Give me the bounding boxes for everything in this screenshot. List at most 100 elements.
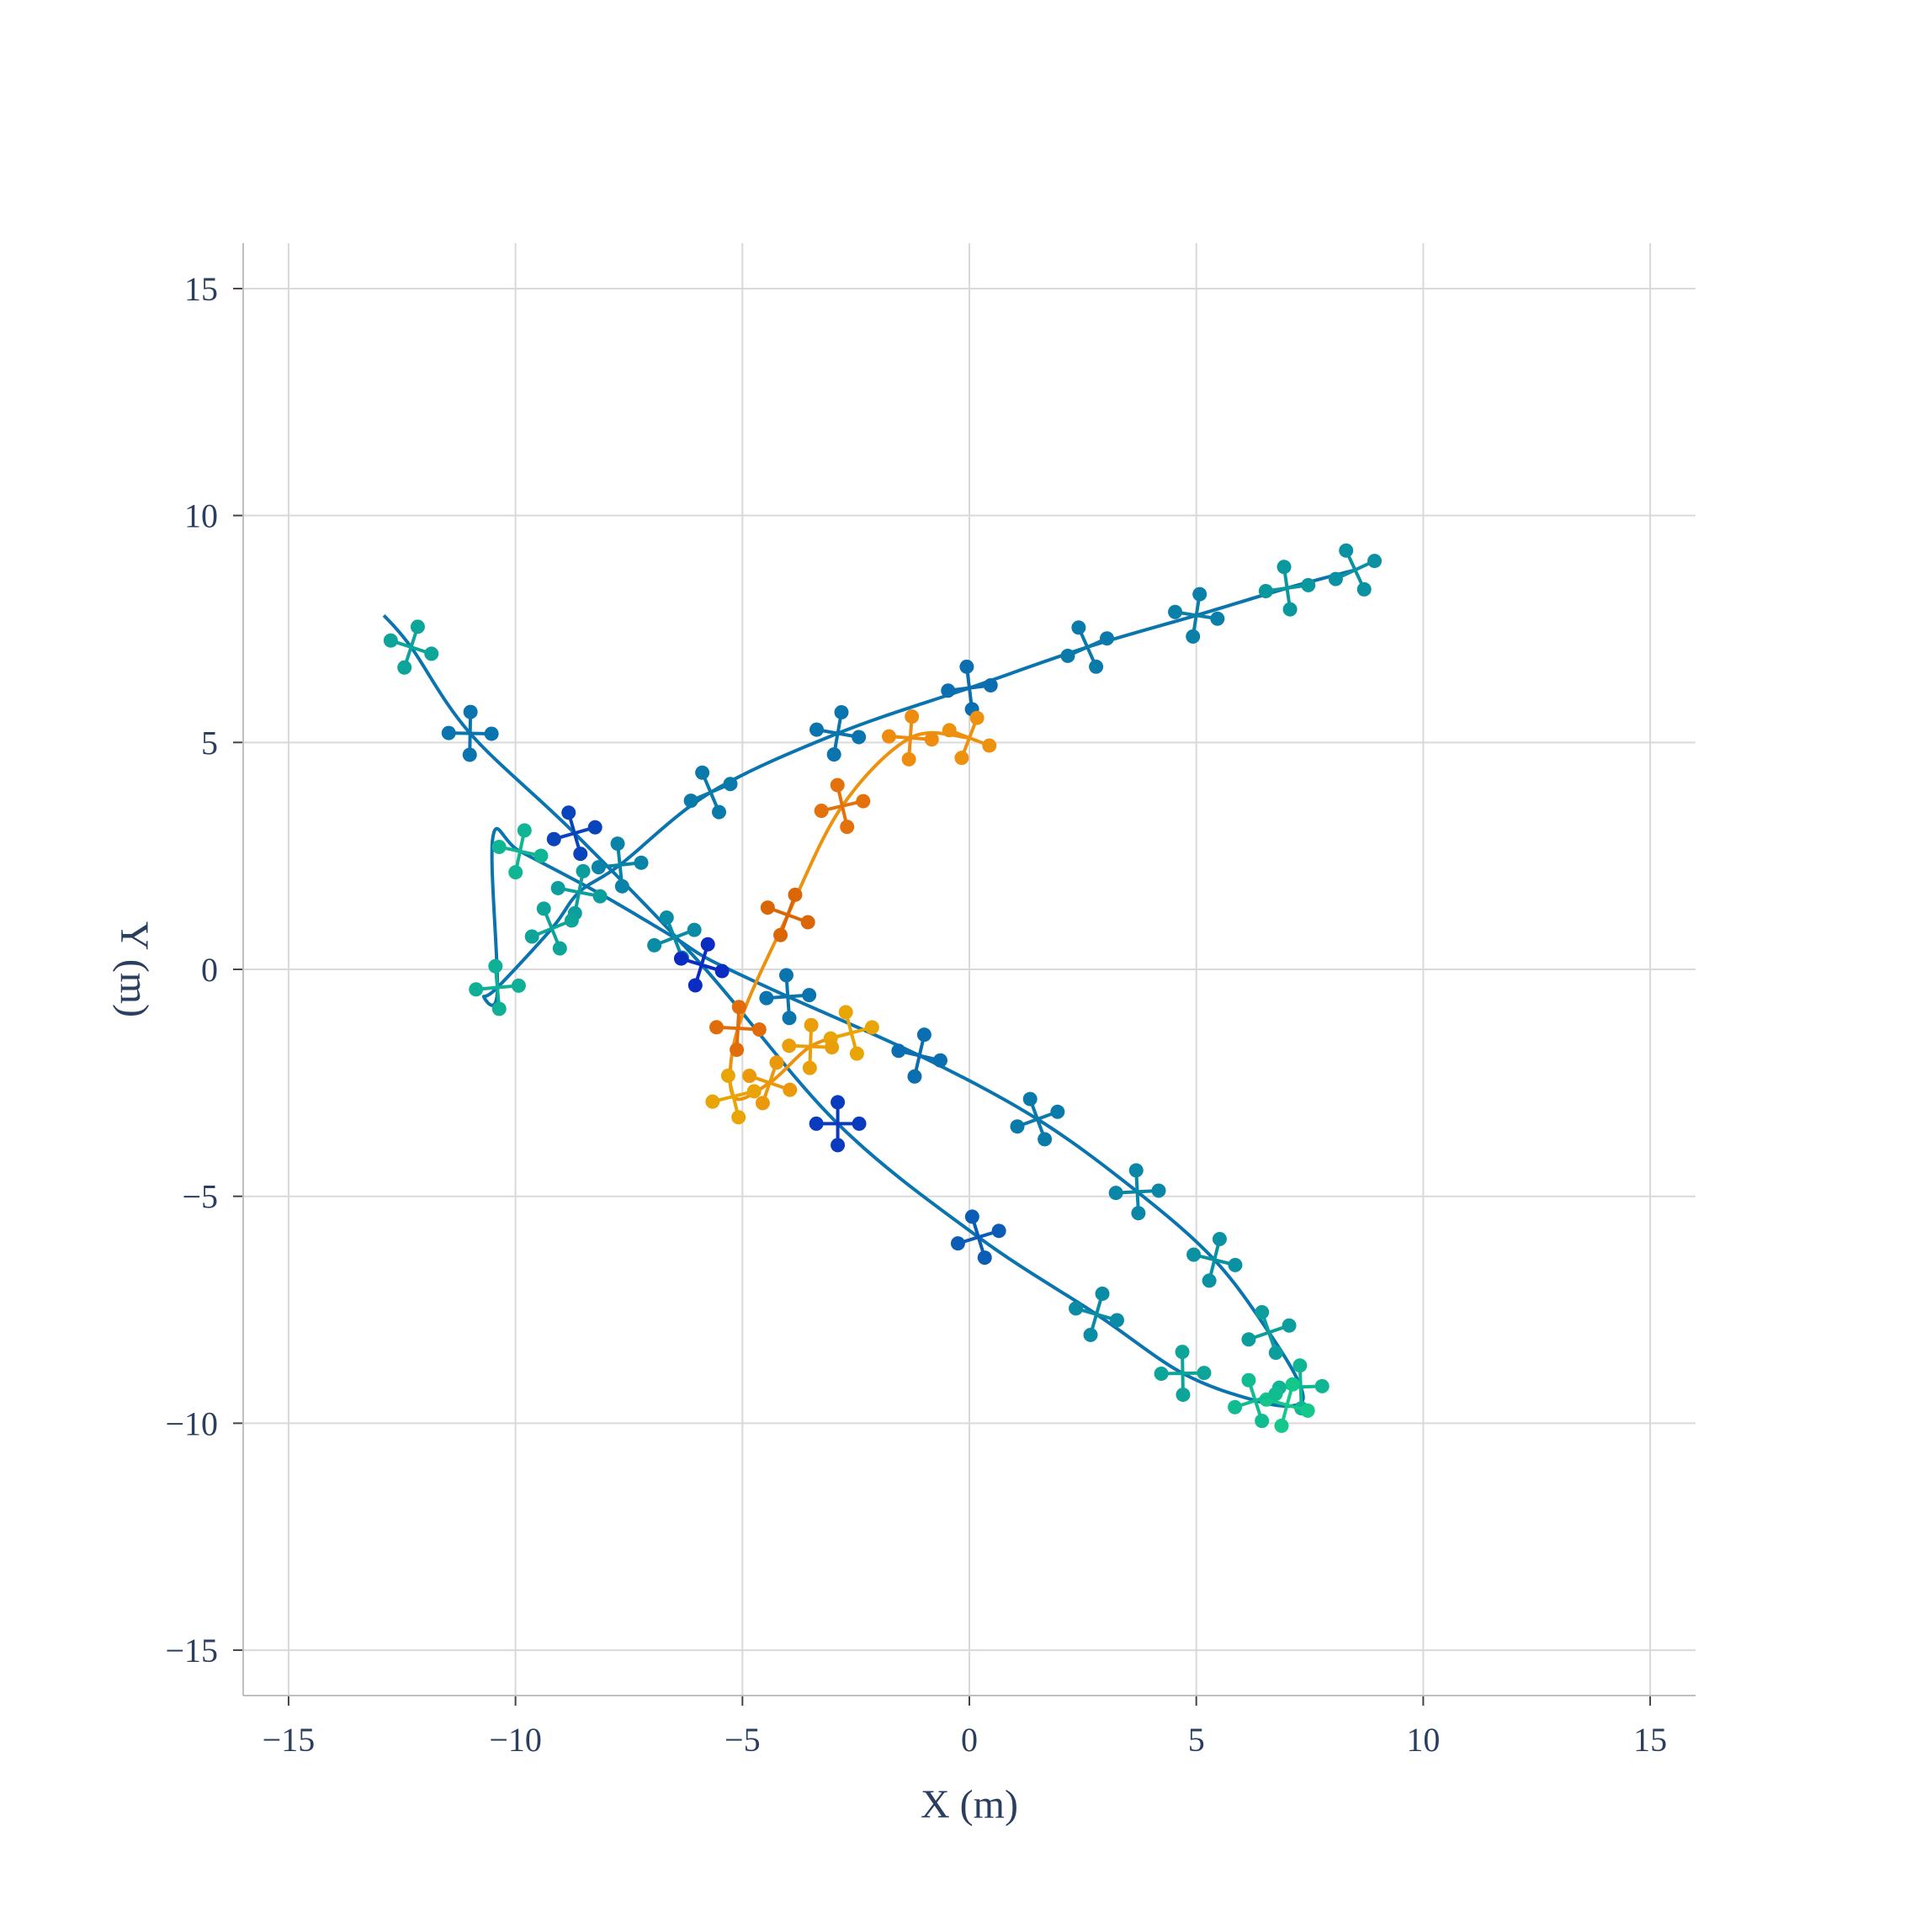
drone-rotor bbox=[1367, 554, 1383, 569]
drone-rotor bbox=[1071, 620, 1086, 635]
drone-rotor bbox=[1300, 1403, 1315, 1418]
drone-rotor bbox=[1255, 1304, 1270, 1319]
drone-rotor bbox=[1108, 1186, 1123, 1201]
drone-marker bbox=[383, 619, 439, 675]
drone-rotor bbox=[1241, 1372, 1256, 1388]
drone-rotor bbox=[712, 804, 727, 820]
drone-rotor bbox=[969, 710, 985, 725]
drone-marker bbox=[1108, 1163, 1166, 1221]
drone-marker bbox=[1228, 1372, 1283, 1429]
branch-trajectory-line bbox=[728, 730, 970, 1101]
drone-rotor bbox=[723, 777, 738, 792]
drone-rotor bbox=[814, 804, 829, 819]
drone-rotor bbox=[573, 847, 588, 862]
drone-rotor bbox=[1356, 581, 1372, 597]
main-trajectory-line bbox=[382, 568, 1356, 1408]
drone-rotor bbox=[441, 725, 456, 740]
drone-rotor bbox=[864, 1020, 879, 1035]
drone-marker bbox=[891, 1027, 947, 1084]
drone-marker bbox=[705, 1068, 762, 1125]
x-tick-label: 5 bbox=[1188, 1721, 1205, 1759]
drone-rotor bbox=[782, 1011, 797, 1026]
drone-rotor bbox=[1212, 1232, 1227, 1247]
drone-rotor bbox=[982, 738, 997, 753]
drone-marker bbox=[1069, 1286, 1124, 1342]
drone-rotor bbox=[484, 726, 499, 741]
y-tick-label: −10 bbox=[165, 1404, 218, 1442]
drone-rotor bbox=[1069, 1301, 1084, 1316]
drone-rotor bbox=[1168, 604, 1183, 619]
drone-marker bbox=[782, 1017, 840, 1075]
drone-rotor bbox=[950, 1236, 965, 1251]
x-axis-title: X (m) bbox=[921, 1782, 1018, 1827]
drone-marker bbox=[1259, 1377, 1315, 1433]
drone-rotor bbox=[1154, 1366, 1169, 1381]
drone-rotor bbox=[1282, 1318, 1297, 1333]
drone-rotor bbox=[1268, 1346, 1283, 1361]
drone-rotor bbox=[1109, 1313, 1124, 1328]
axes bbox=[233, 243, 1696, 1706]
drone-rotor bbox=[782, 1038, 797, 1054]
drone-marker bbox=[524, 901, 579, 956]
drone-rotor bbox=[954, 751, 969, 766]
y-tick-label: 15 bbox=[184, 270, 218, 308]
drone-rotor bbox=[800, 915, 815, 930]
drone-marker bbox=[591, 836, 649, 894]
drone-marker bbox=[950, 1209, 1006, 1266]
drone-rotor bbox=[1274, 1418, 1289, 1433]
drone-rotor bbox=[1292, 1358, 1308, 1373]
drone-marker bbox=[1186, 1232, 1243, 1288]
y-axis-title: Y (m) bbox=[112, 921, 157, 1017]
drone-rotor bbox=[647, 937, 662, 953]
drone-rotor bbox=[742, 1069, 757, 1084]
drone-marker bbox=[491, 823, 549, 880]
drone-rotor bbox=[881, 729, 896, 744]
drone-rotor bbox=[1083, 1327, 1098, 1342]
drone-rotor bbox=[959, 659, 974, 674]
drone-rotor bbox=[491, 1001, 507, 1016]
drone-marker bbox=[809, 704, 867, 762]
drone-rotor bbox=[614, 878, 629, 894]
x-tick-label: 10 bbox=[1406, 1721, 1440, 1759]
drone-rotor bbox=[830, 778, 845, 793]
drone-rotor bbox=[1255, 1414, 1270, 1429]
drone-rotor bbox=[831, 1138, 846, 1153]
y-tick-label: 10 bbox=[184, 497, 218, 535]
drone-rotor bbox=[564, 913, 579, 928]
drone-marker bbox=[673, 937, 730, 993]
grid-lines bbox=[243, 243, 1696, 1696]
drone-rotor bbox=[536, 901, 551, 916]
y-tick-label: 5 bbox=[201, 724, 218, 762]
drone-marker bbox=[1168, 586, 1225, 644]
drone-rotor bbox=[488, 958, 503, 974]
drone-marker bbox=[942, 710, 997, 766]
drone-marker bbox=[550, 863, 608, 921]
drone-rotor bbox=[1285, 1377, 1300, 1392]
drone-rotor bbox=[804, 1017, 819, 1032]
drone-rotor bbox=[924, 732, 939, 747]
drone-rotor bbox=[552, 941, 567, 956]
drone-rotor bbox=[1241, 1332, 1256, 1347]
drone-markers bbox=[383, 543, 1383, 1433]
drone-rotor bbox=[1095, 1286, 1110, 1301]
drone-rotor bbox=[838, 1005, 853, 1020]
drone-rotor bbox=[508, 865, 523, 880]
drone-rotor bbox=[1022, 1091, 1038, 1107]
drone-rotor bbox=[1175, 1345, 1190, 1360]
drone-rotor bbox=[1210, 611, 1225, 626]
drone-rotor bbox=[852, 730, 867, 745]
drone-rotor bbox=[1060, 648, 1075, 663]
drone-rotor bbox=[1192, 586, 1208, 602]
drone-rotor bbox=[773, 927, 788, 942]
drone-marker bbox=[1060, 620, 1114, 674]
drone-rotor bbox=[705, 1094, 720, 1109]
drone-rotor bbox=[695, 765, 710, 780]
drone-rotor bbox=[852, 1116, 867, 1131]
x-tick-label: 15 bbox=[1633, 1721, 1667, 1759]
drone-rotor bbox=[383, 633, 398, 648]
drone-rotor bbox=[462, 747, 477, 762]
drone-rotor bbox=[591, 860, 606, 875]
drone-rotor bbox=[983, 677, 998, 693]
drone-rotor bbox=[834, 704, 849, 719]
